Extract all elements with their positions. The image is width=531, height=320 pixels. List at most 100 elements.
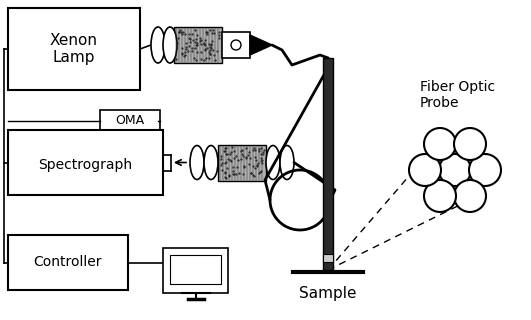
Point (206, 27, 215, 32)
Ellipse shape (151, 27, 165, 63)
Point (232, 153, 241, 158)
Point (202, 32, 211, 37)
Point (242, 154, 251, 159)
Ellipse shape (190, 146, 204, 180)
Point (192, 41, 201, 46)
Point (221, 161, 229, 166)
Bar (218, 145, 266, 180)
Point (221, 146, 229, 151)
Point (225, 173, 233, 179)
Point (256, 159, 265, 164)
Bar (323, 254, 333, 262)
Point (174, 35, 182, 40)
Point (177, 29, 185, 34)
Point (208, 39, 217, 44)
Point (178, 45, 186, 50)
Point (220, 148, 229, 154)
Point (258, 151, 267, 156)
Ellipse shape (231, 40, 241, 50)
Point (216, 162, 225, 167)
Point (229, 169, 237, 174)
Point (174, 30, 183, 35)
Bar (8, 130, 163, 195)
Point (196, 50, 205, 55)
Point (250, 166, 259, 171)
Point (244, 152, 252, 157)
Ellipse shape (454, 128, 486, 160)
Point (208, 47, 217, 52)
Point (257, 156, 266, 161)
Point (251, 157, 260, 162)
Point (205, 45, 214, 50)
Bar (100, 110, 160, 132)
Point (258, 157, 266, 163)
Point (235, 170, 243, 175)
Point (223, 151, 232, 156)
Point (206, 52, 215, 57)
Text: Controller: Controller (34, 255, 102, 269)
Point (207, 41, 215, 46)
Point (208, 30, 217, 35)
Point (258, 160, 266, 165)
Point (196, 35, 204, 40)
Point (185, 36, 193, 41)
Ellipse shape (409, 154, 441, 186)
Point (201, 48, 209, 53)
Point (257, 152, 266, 157)
Point (177, 32, 186, 37)
Point (256, 169, 264, 174)
Point (217, 161, 226, 166)
Point (249, 173, 257, 178)
Point (205, 50, 214, 55)
Point (250, 145, 259, 150)
Point (217, 156, 225, 161)
Point (240, 163, 249, 168)
Point (241, 146, 250, 151)
Point (180, 54, 189, 59)
Point (260, 147, 268, 152)
Point (222, 159, 230, 164)
Point (255, 148, 263, 154)
Point (176, 27, 184, 32)
Point (207, 42, 216, 47)
Point (257, 146, 266, 151)
Ellipse shape (424, 128, 456, 160)
Point (204, 41, 213, 46)
Point (182, 44, 191, 49)
Point (242, 156, 251, 161)
Point (230, 156, 238, 161)
Point (181, 32, 189, 37)
Point (228, 172, 237, 177)
Point (181, 53, 190, 58)
Point (252, 163, 261, 168)
Point (228, 165, 237, 170)
Point (196, 56, 205, 61)
Point (245, 149, 253, 154)
Polygon shape (250, 35, 272, 55)
Point (246, 171, 255, 176)
Point (245, 161, 253, 166)
Point (226, 157, 234, 162)
Point (221, 170, 230, 175)
Bar (323, 58, 333, 270)
Bar (222, 32, 250, 58)
Point (238, 147, 246, 152)
Point (181, 49, 189, 54)
Ellipse shape (439, 154, 471, 186)
Text: OMA: OMA (115, 115, 144, 127)
Point (254, 160, 263, 165)
Ellipse shape (266, 146, 280, 180)
Point (220, 149, 228, 154)
Ellipse shape (204, 146, 218, 180)
Point (207, 45, 215, 50)
Point (255, 146, 263, 151)
Ellipse shape (454, 180, 486, 212)
Point (212, 49, 221, 54)
Point (245, 156, 254, 161)
Point (192, 42, 201, 47)
Point (202, 55, 210, 60)
Point (238, 172, 247, 177)
Point (229, 171, 238, 176)
Point (182, 47, 190, 52)
Point (238, 154, 247, 159)
